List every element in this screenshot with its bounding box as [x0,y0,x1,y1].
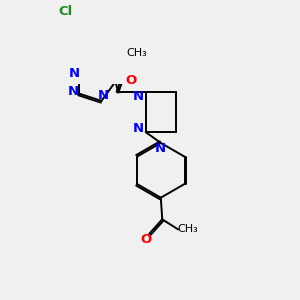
Text: Cl: Cl [58,5,72,18]
Text: N: N [98,88,109,102]
Text: N: N [69,67,80,80]
Text: O: O [126,74,137,88]
Text: N: N [155,142,166,155]
Text: N: N [133,122,144,135]
Text: CH₃: CH₃ [178,224,199,234]
Text: CH₃: CH₃ [126,48,147,58]
Text: N: N [133,90,144,103]
Text: N: N [68,85,79,98]
Text: O: O [141,233,152,246]
